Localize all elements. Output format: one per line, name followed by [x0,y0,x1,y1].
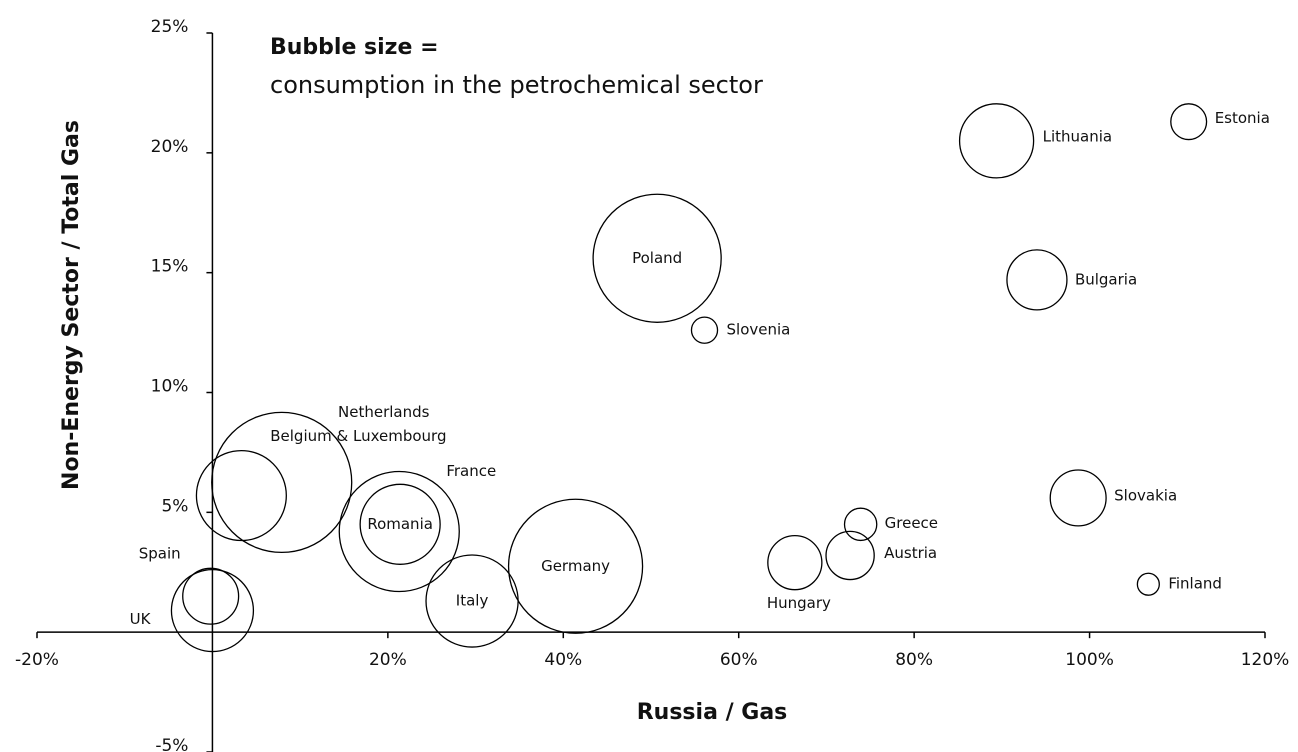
bubble [359,483,441,565]
y-tick-label: 20% [151,137,189,157]
bubble-label: Finland [1168,575,1222,593]
bubble [958,103,1035,179]
x-tick-label: 100% [1065,650,1114,670]
bubble [825,530,875,581]
bubble-label: Germany [541,557,610,575]
bubble [195,449,287,542]
y-tick-label: 5% [161,496,188,516]
bubble-label: Slovakia [1114,486,1177,504]
x-tick-label: 20% [369,650,407,670]
bubble-label: Poland [632,249,682,267]
bubble [425,554,519,648]
bubble-label: Bulgaria [1075,270,1137,288]
x-tick-label: -20% [15,650,59,670]
bubble-label: UK [130,610,152,628]
y-tick-label: -5% [155,736,188,752]
bubble-label: Spain [139,545,181,563]
y-tick-label: 25% [151,17,189,37]
bubble [182,567,240,625]
y-axis-label: Non-Energy Sector / Total Gas [59,120,84,490]
bubble [767,534,823,591]
x-tick-label: 60% [720,650,758,670]
bubble [592,193,722,323]
x-axis-label: Russia / Gas [637,700,788,725]
bubble [1006,249,1068,311]
bubble-label: Netherlands [338,403,430,421]
bubble-label: Romania [367,515,433,533]
bubble-label: Austria [884,544,937,562]
bubble-label: Greece [885,514,938,532]
bubble [690,316,719,344]
bubble-label: France [446,462,496,480]
bubble [843,507,878,542]
bubble-label: Slovenia [727,321,791,339]
bubble-label: Estonia [1215,109,1270,127]
x-tick-label: 40% [544,650,582,670]
y-tick-label: 15% [151,257,189,277]
bubble [170,568,255,653]
bubble-label: Hungary [767,594,831,612]
bubble [338,470,460,593]
annotation-title: Bubble size = [270,35,439,60]
y-tick-label: 10% [151,377,189,397]
annotation: consumption in the petrochemical sector [270,71,763,99]
bubble [1170,103,1208,141]
bubble-label: Italy [456,592,489,610]
bubble-label: Lithuania [1043,127,1112,145]
bubble [1136,572,1160,596]
bubble [507,498,644,634]
x-tick-label: 80% [895,650,933,670]
bubble [1049,469,1107,527]
bubble [211,411,353,554]
bubble-label: Belgium & Luxembourg [270,427,446,445]
x-tick-label: 120% [1241,650,1290,670]
